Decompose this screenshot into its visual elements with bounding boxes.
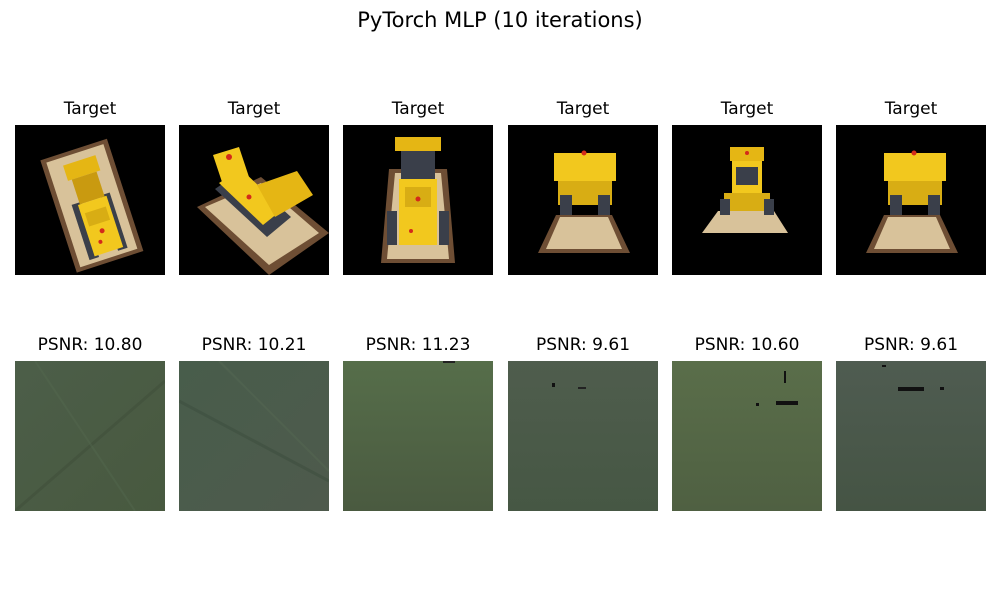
target-title-4: Target (556, 99, 610, 119)
target-image-6 (836, 125, 986, 275)
prediction-image-3 (343, 361, 493, 511)
target-image-4 (508, 125, 658, 275)
psnr-title-3: PSNR: 11.23 (365, 335, 471, 355)
target-image-2 (179, 125, 329, 275)
target-title-1: Target (63, 99, 117, 119)
prediction-image-2 (179, 361, 329, 511)
prediction-image-1 (15, 361, 165, 511)
target-title-2: Target (227, 99, 281, 119)
prediction-image-4 (508, 361, 658, 511)
prediction-image-6 (836, 361, 986, 511)
psnr-title-5: PSNR: 10.60 (694, 335, 800, 355)
psnr-title-6: PSNR: 9.61 (863, 335, 959, 355)
psnr-title-2: PSNR: 10.21 (201, 335, 307, 355)
target-title-5: Target (720, 99, 774, 119)
target-image-3 (343, 125, 493, 275)
target-image-5 (672, 125, 822, 275)
psnr-title-4: PSNR: 9.61 (535, 335, 631, 355)
target-title-3: Target (391, 99, 445, 119)
target-title-6: Target (884, 99, 938, 119)
target-image-1 (15, 125, 165, 275)
figure-title: PyTorch MLP (10 iterations) (357, 8, 643, 32)
psnr-title-1: PSNR: 10.80 (37, 335, 143, 355)
prediction-image-5 (672, 361, 822, 511)
